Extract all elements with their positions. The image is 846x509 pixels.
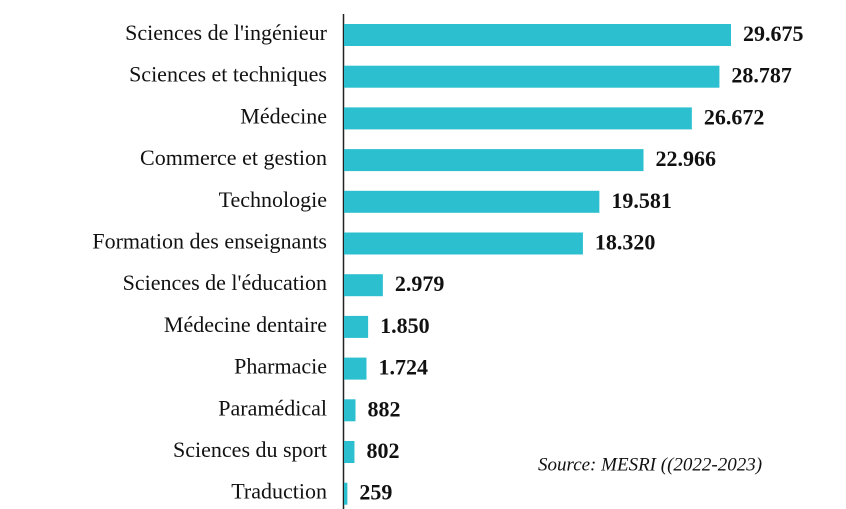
category-label: Sciences de l'ingénieur [125, 20, 328, 45]
value-label: 19.581 [611, 188, 672, 213]
category-label: Formation des enseignants [92, 229, 327, 254]
category-label: Sciences de l'éducation [123, 270, 327, 295]
category-label: Sciences et techniques [129, 62, 327, 87]
value-label: 28.787 [731, 63, 792, 88]
value-label: 22.966 [656, 146, 717, 171]
bar [344, 357, 367, 380]
value-label: 259 [359, 480, 392, 505]
source-annotation: Source: MESRI ((2022-2023) [538, 454, 762, 475]
value-label: 26.672 [704, 104, 765, 129]
bar [344, 441, 355, 463]
category-label: Sciences du sport [173, 437, 327, 462]
category-label: Traduction [231, 479, 327, 504]
bar [344, 399, 356, 422]
value-label: 802 [366, 438, 399, 463]
category-label: Commerce et gestion [140, 145, 327, 170]
value-label: 2.979 [395, 271, 445, 296]
bar [344, 232, 583, 255]
value-label: 1.850 [380, 313, 430, 338]
category-label: Paramédical [218, 395, 327, 420]
bar [344, 274, 383, 297]
bar [344, 482, 348, 505]
category-label: Pharmacie [234, 354, 327, 379]
value-label: 18.320 [595, 230, 656, 255]
bar [344, 65, 720, 88]
category-label: Médecine dentaire [164, 312, 327, 337]
bar [344, 24, 731, 46]
value-label: 1.724 [378, 355, 428, 380]
category-label: Médecine [240, 103, 327, 128]
bar [344, 190, 600, 213]
category-label: Technologie [219, 187, 327, 212]
value-label: 882 [368, 396, 401, 421]
bar [344, 149, 644, 172]
bar [344, 107, 692, 130]
value-label: 29.675 [743, 21, 804, 46]
bar [344, 315, 369, 338]
